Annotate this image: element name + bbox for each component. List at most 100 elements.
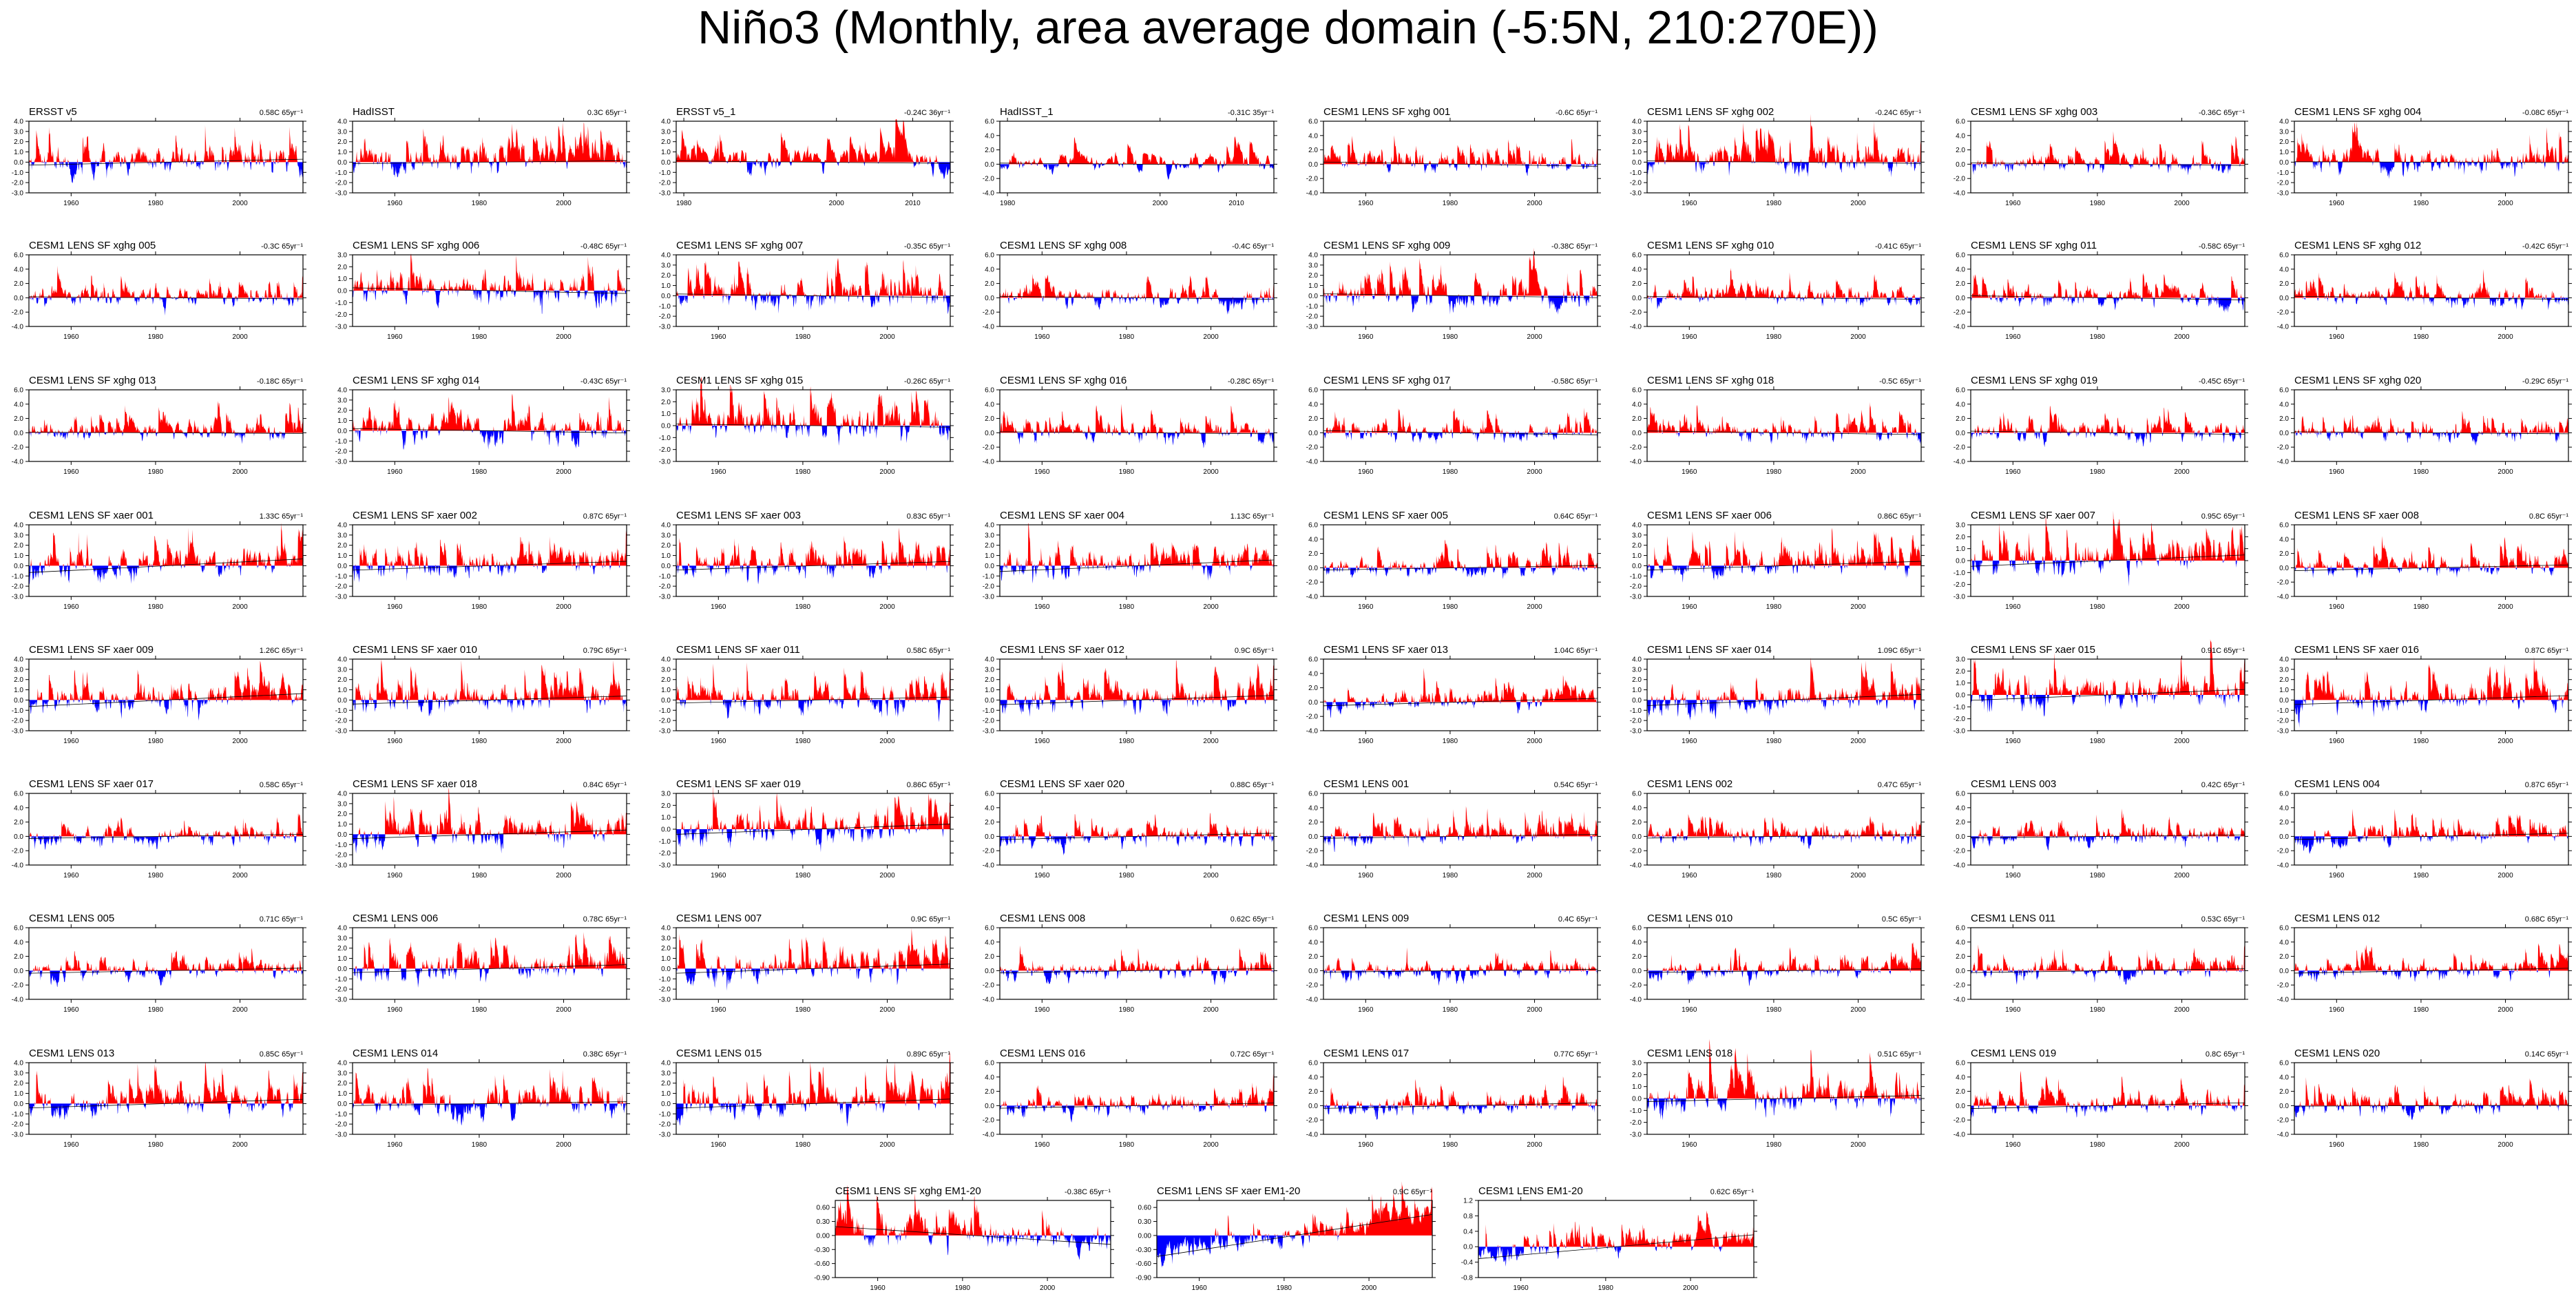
- panel-trend-label: 0.78C 65yr⁻¹: [583, 915, 627, 924]
- x-tick-label: 2000: [556, 1006, 572, 1014]
- y-tick-label: -3.0: [335, 594, 348, 601]
- y-tick-label: 2.0: [337, 676, 347, 684]
- negative-anomaly-area: [676, 968, 950, 991]
- negative-anomaly-area: [29, 836, 303, 851]
- negative-anomaly-area: [2294, 162, 2568, 179]
- y-tick-label: 1.0: [337, 417, 347, 425]
- panel-title: CESM1 LENS 008: [1000, 913, 1085, 924]
- panel-title: CESM1 LENS SF xghg EM1-20: [835, 1185, 981, 1197]
- panel-trend-label: -0.43C 65yr⁻¹: [580, 377, 627, 386]
- y-tick-label: -2.0: [2277, 309, 2290, 317]
- y-tick-label: 3.0: [1632, 532, 1642, 539]
- plot-frame: [1323, 524, 1598, 597]
- y-tick-label: 2.0: [14, 953, 23, 961]
- chart-panel: 4.0 3.0 2.0 1.0 0.0 -1.0 -2.0 -3.0 1960 1980 2000 C…: [659, 913, 954, 1014]
- trend-line: [1478, 1234, 1755, 1259]
- y-tick-label: -3.0: [659, 862, 671, 870]
- y-tick-label: 3.0: [661, 128, 671, 136]
- y-tick-label: -2.0: [1630, 1119, 1642, 1127]
- x-tick-label: 1960: [387, 333, 403, 341]
- y-tick-label: 6.0: [2279, 791, 2289, 798]
- y-tick-label: 2.0: [2279, 1088, 2289, 1096]
- negative-anomaly-area: [353, 162, 627, 178]
- x-tick-label: 1960: [2005, 872, 2021, 879]
- chart-panel: 6.0 4.0 2.0 0.0 -2.0 -4.0 1960 1980 2000 CESM1 LE…: [1630, 913, 1925, 1014]
- y-tick-label: 2.0: [1308, 1088, 1318, 1096]
- y-tick-label: 3.0: [337, 128, 347, 136]
- y-tick-label: -2.0: [983, 848, 995, 855]
- y-tick-label: -3.0: [1954, 594, 1966, 601]
- x-tick-label: 2000: [2174, 1141, 2190, 1149]
- positive-anomaly-area: [1000, 273, 1274, 298]
- y-tick-label: 3.0: [985, 666, 994, 674]
- positive-anomaly-area: [676, 662, 950, 700]
- y-tick-label: -4.0: [983, 862, 995, 870]
- y-tick-label: -4.0: [983, 190, 995, 198]
- x-tick-label: 2000: [2174, 468, 2190, 476]
- y-tick-label: -3.0: [1630, 594, 1642, 601]
- negative-anomaly-area: [1323, 295, 1598, 315]
- panel-trend-label: 0.87C 65yr⁻¹: [2525, 647, 2569, 655]
- y-tick-label: 3.0: [661, 666, 671, 674]
- y-tick-label: -2.0: [12, 982, 24, 990]
- y-tick-label: 2.0: [661, 542, 671, 550]
- plot-frame: [999, 254, 1275, 327]
- trend-line: [1156, 1214, 1433, 1257]
- y-tick-label: 0.0: [2279, 430, 2289, 437]
- trend-line: [352, 1101, 627, 1106]
- trend-line: [1323, 968, 1598, 972]
- panel-trend-label: -0.58C 65yr⁻¹: [2199, 242, 2245, 251]
- y-tick-label: 2.0: [2279, 280, 2289, 288]
- panel-title: CESM1 LENS SF xghg 011: [1971, 240, 2097, 251]
- y-tick-label: -2.0: [2277, 579, 2290, 587]
- positive-anomaly-area: [1000, 813, 1274, 837]
- y-tick-label: 0.0: [661, 966, 671, 973]
- x-tick-label: 2000: [556, 872, 572, 879]
- plot-frame: [2294, 927, 2569, 1000]
- y-tick-label: 0.0: [985, 1103, 994, 1110]
- y-tick-label: 4.0: [2279, 804, 2289, 812]
- y-tick-label: -4.0: [1630, 862, 1642, 870]
- y-tick-label: 0.0: [2279, 697, 2289, 705]
- y-tick-label: 4.0: [985, 132, 994, 140]
- positive-anomaly-area: [676, 258, 950, 296]
- x-tick-label: 2000: [2174, 200, 2190, 207]
- y-tick-label: 1.2: [1463, 1198, 1473, 1205]
- y-tick-label: -1.0: [335, 1111, 348, 1118]
- x-tick-label: 2000: [2174, 603, 2190, 611]
- y-tick-label: -3.0: [983, 728, 995, 736]
- x-tick-label: 1980: [2413, 738, 2429, 745]
- plot-frame: [1970, 121, 2245, 194]
- y-tick-label: 3.0: [337, 800, 347, 808]
- plot-frame: [676, 1062, 951, 1135]
- negative-anomaly-area: [353, 834, 627, 854]
- negative-anomaly-area: [2294, 568, 2568, 579]
- y-tick-label: 1.0: [2279, 149, 2289, 156]
- y-tick-label: 2.0: [661, 399, 671, 406]
- y-tick-label: 0.0: [1956, 295, 1965, 302]
- y-tick-label: -2.0: [1306, 982, 1319, 990]
- y-tick-label: 2.0: [2279, 819, 2289, 826]
- chart-panel: 4.0 3.0 2.0 1.0 0.0 -1.0 -2.0 -3.0 1980 2000 2010 E…: [659, 106, 954, 207]
- negative-anomaly-area: [29, 970, 303, 988]
- x-tick-label: 1980: [1000, 200, 1016, 207]
- y-tick-label: 1.0: [337, 1090, 347, 1098]
- panel-trend-label: 0.4C 65yr⁻¹: [1558, 915, 1598, 924]
- y-tick-label: 4.0: [14, 401, 23, 408]
- x-tick-label: 2000: [1203, 738, 1219, 745]
- trend-line: [676, 824, 951, 835]
- y-tick-label: 4.0: [985, 266, 994, 273]
- panel-title: CESM1 LENS SF xghg 002: [1647, 106, 1774, 118]
- x-tick-label: 1980: [2090, 1141, 2106, 1149]
- panel-title: CESM1 LENS SF xaer 015: [1971, 644, 2095, 656]
- x-tick-label: 2000: [2498, 603, 2513, 611]
- y-tick-label: -2.0: [1954, 1117, 1966, 1125]
- negative-anomaly-area: [1971, 164, 2245, 176]
- panel-title: CESM1 LENS SF xghg 019: [1971, 375, 2097, 386]
- y-tick-label: 3.0: [661, 1070, 671, 1077]
- y-tick-label: 1.0: [14, 149, 23, 156]
- x-tick-label: 2000: [2498, 200, 2513, 207]
- trend-line: [2294, 1105, 2569, 1107]
- x-tick-label: 1980: [148, 1006, 164, 1014]
- x-tick-label: 1980: [1766, 1141, 1782, 1149]
